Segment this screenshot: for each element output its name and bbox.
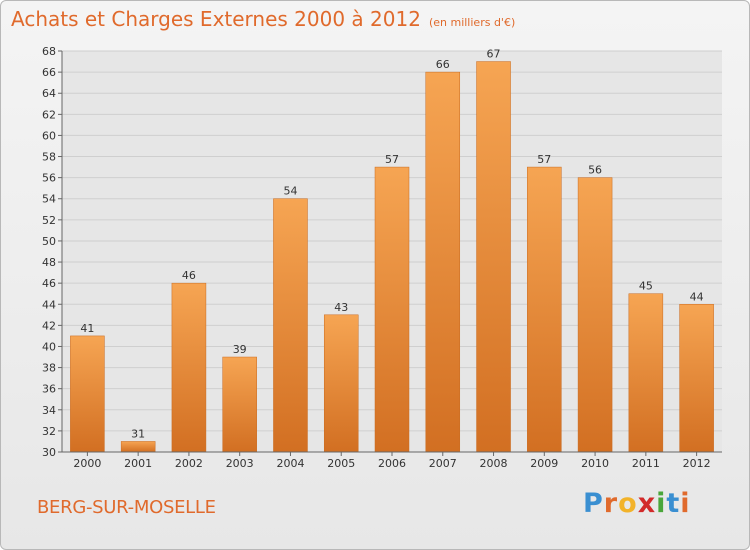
bar-value-label: 43 [334, 301, 348, 314]
y-tick-label: 30 [42, 446, 56, 459]
bar-value-label: 41 [80, 322, 94, 335]
x-tick-label: 2012 [683, 457, 711, 470]
y-tick-label: 34 [42, 404, 56, 417]
logo-letter: x [637, 488, 657, 519]
axes-group: 30 32 34 36 38 40 42 44 46 48 50 52 54 56 58 60 62 64 66 68… [42, 45, 722, 470]
bar-2011 [628, 293, 664, 453]
x-tick-label: 2009 [530, 457, 558, 470]
bar-2003 [222, 356, 257, 453]
chart-unit-note: (en milliers d'€) [428, 16, 516, 29]
x-tick-label: 2000 [73, 457, 101, 470]
y-tick-label: 50 [42, 235, 56, 248]
bar-2004 [273, 198, 308, 453]
y-tick-label: 64 [42, 87, 56, 100]
y-tick-label: 36 [42, 383, 56, 396]
bar-value-label: 39 [233, 343, 247, 356]
logo-letter: P [583, 488, 604, 519]
bar-2012 [679, 304, 714, 453]
bar-2002 [171, 282, 207, 453]
y-tick-label: 32 [42, 425, 56, 438]
x-tick-label: 2002 [175, 457, 203, 470]
y-tick-label: 48 [42, 256, 56, 269]
bar-2006 [374, 166, 410, 453]
y-tick-label: 40 [42, 340, 56, 353]
x-tick-label: 2011 [632, 457, 660, 470]
x-tick-label: 2010 [581, 457, 609, 470]
bar-value-label: 54 [283, 185, 297, 198]
bar-2008 [476, 61, 511, 453]
x-tick-label: 2005 [327, 457, 355, 470]
bars-group: 41 31 46 39 54 43 57 66 67 57 56 45 44 [70, 48, 714, 453]
logo-letter: r [603, 488, 619, 519]
location-label: BERG-SUR-MOSELLE [37, 497, 216, 518]
x-tick-label: 2001 [124, 457, 152, 470]
y-tick-label: 60 [42, 129, 56, 142]
y-tick-label: 46 [42, 277, 56, 290]
proxiti-logo: Proxiti [583, 488, 691, 519]
x-tick-label: 2008 [480, 457, 508, 470]
bar-2009 [527, 166, 562, 453]
bar-value-label: 44 [690, 290, 704, 303]
bar-2005 [323, 314, 359, 453]
y-tick-label: 58 [42, 151, 56, 164]
x-tick-label: 2007 [429, 457, 457, 470]
y-tick-label: 52 [42, 214, 56, 227]
bar-2000 [70, 335, 105, 453]
chart-title-main: Achats et Charges Externes 2000 à 2012 [11, 7, 421, 31]
logo-letter: i [656, 488, 667, 519]
logo-letter: i [680, 488, 691, 519]
bar-value-label: 57 [537, 153, 551, 166]
x-tick-label: 2004 [276, 457, 304, 470]
y-tick-label: 68 [42, 45, 56, 58]
y-tick-label: 66 [42, 66, 56, 79]
y-tick-label: 42 [42, 319, 56, 332]
bar-value-label: 46 [182, 269, 196, 282]
x-tick-label: 2003 [226, 457, 254, 470]
y-tick-label: 38 [42, 362, 56, 375]
logo-letter: t [666, 488, 681, 519]
bar-value-label: 45 [639, 280, 653, 293]
x-tick-label: 2006 [378, 457, 406, 470]
bar-value-label: 56 [588, 164, 602, 177]
bar-value-label: 66 [436, 58, 450, 71]
bar-2010 [577, 177, 613, 453]
chart-title: Achats et Charges Externes 2000 à 2012 (e… [11, 7, 515, 31]
bar-value-label: 57 [385, 153, 399, 166]
bar-2007 [425, 71, 461, 453]
logo-letter: o [618, 488, 638, 519]
y-tick-label: 54 [42, 193, 56, 206]
y-tick-label: 62 [42, 108, 56, 121]
y-tick-label: 44 [42, 298, 56, 311]
y-tick-label: 56 [42, 172, 56, 185]
bar-value-label: 67 [487, 48, 501, 61]
bar-value-label: 31 [131, 427, 145, 440]
bar-2001 [120, 441, 156, 453]
